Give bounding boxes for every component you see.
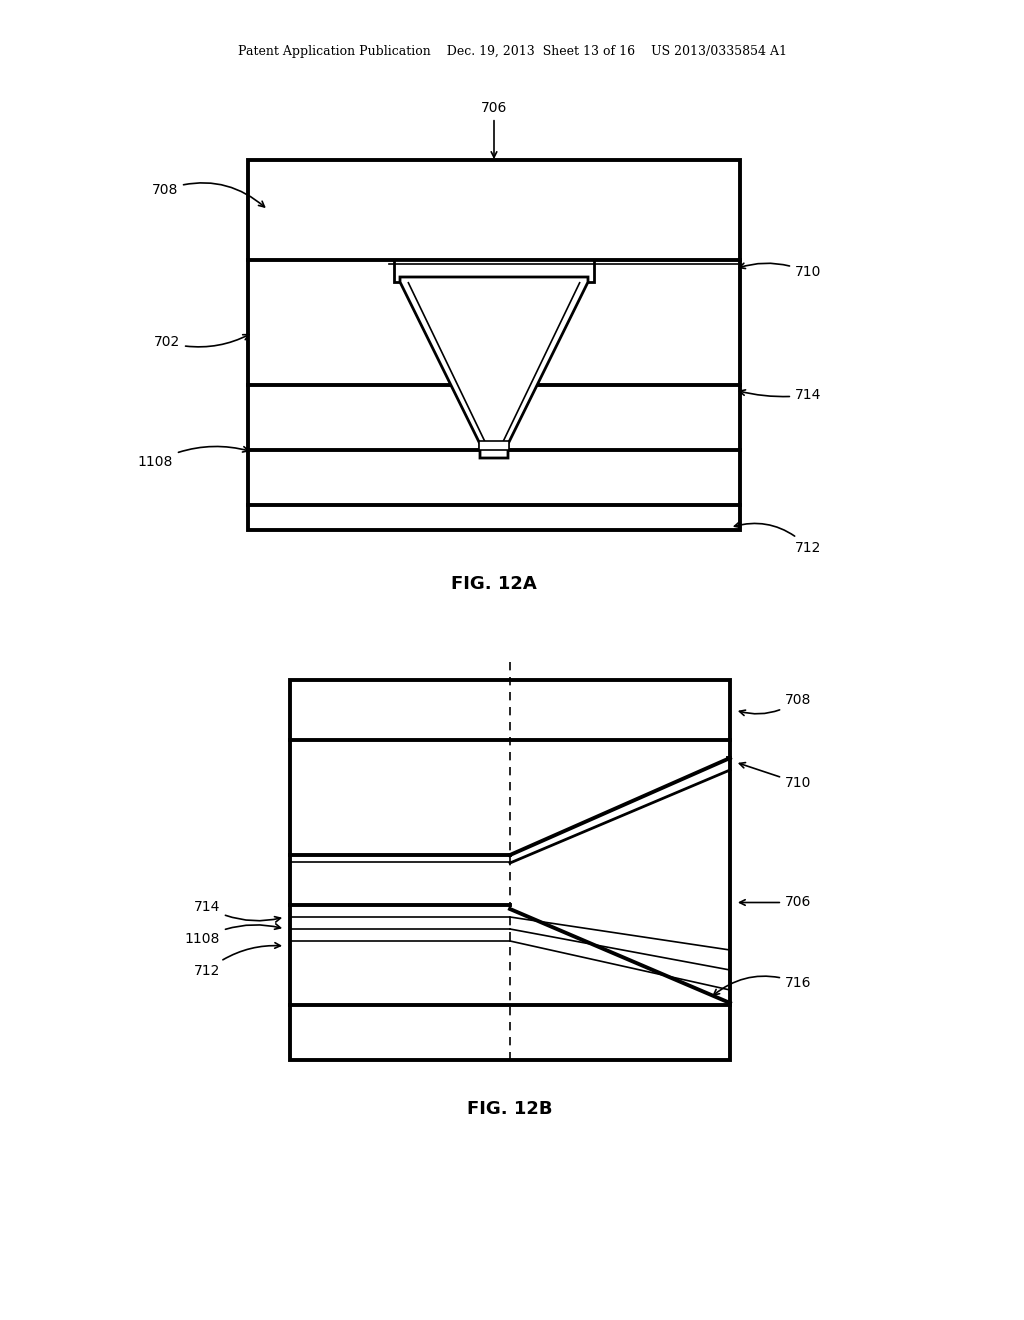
Text: 716: 716: [714, 975, 811, 995]
Text: 708: 708: [739, 693, 811, 715]
Text: 706: 706: [481, 102, 507, 157]
Bar: [248, 160, 740, 531]
Text: 712: 712: [194, 942, 281, 978]
Text: 712: 712: [734, 523, 821, 554]
Text: 714: 714: [739, 388, 821, 403]
Text: 708: 708: [152, 183, 264, 207]
Bar: [479, 441, 509, 450]
Bar: [394, 260, 594, 282]
Text: FIG. 12B: FIG. 12B: [467, 1100, 553, 1118]
Bar: [290, 680, 730, 1060]
Text: 1108: 1108: [184, 924, 281, 946]
Text: 710: 710: [739, 263, 821, 280]
Text: FIG. 12A: FIG. 12A: [452, 576, 537, 593]
Polygon shape: [400, 277, 588, 458]
Text: 1108: 1108: [137, 446, 249, 469]
Text: 706: 706: [739, 895, 811, 909]
Text: 702: 702: [154, 335, 249, 350]
Text: Patent Application Publication    Dec. 19, 2013  Sheet 13 of 16    US 2013/03358: Patent Application Publication Dec. 19, …: [238, 45, 786, 58]
Text: 710: 710: [739, 763, 811, 789]
Text: 714: 714: [194, 900, 281, 923]
